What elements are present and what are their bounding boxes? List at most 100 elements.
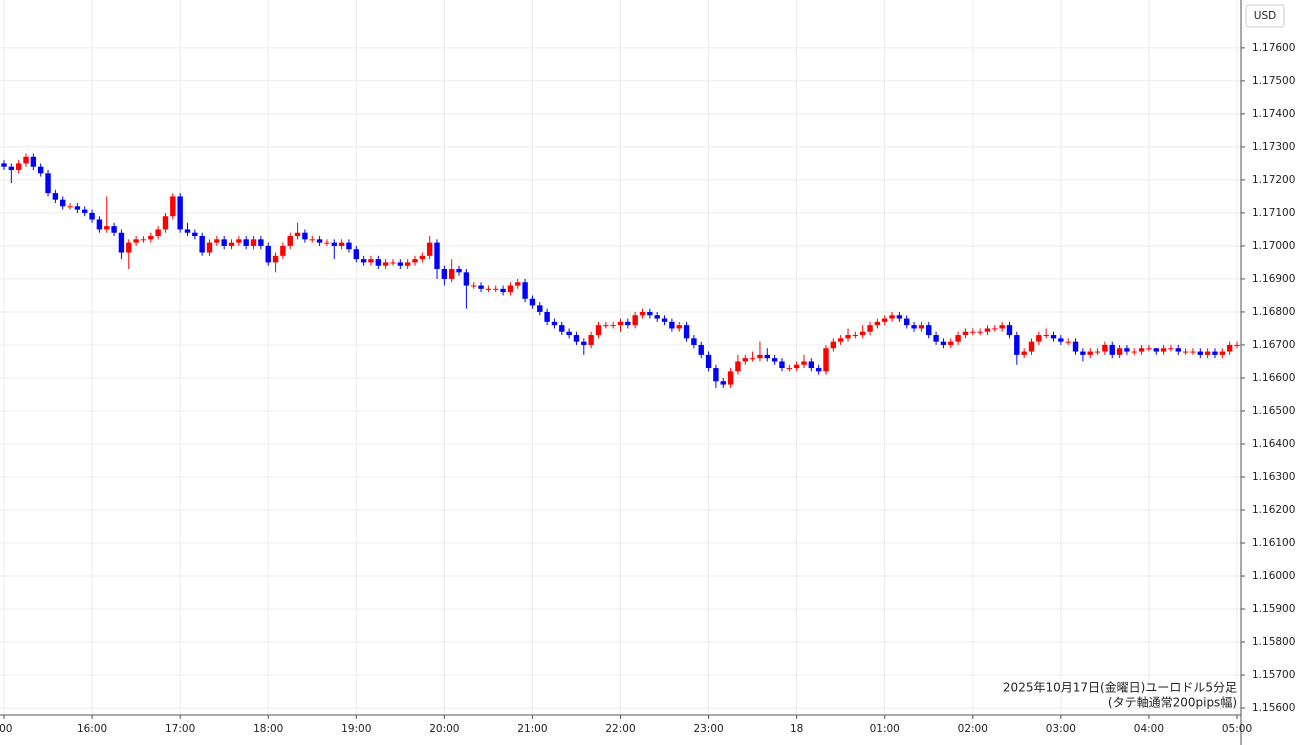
x-tick-label: 20:00 [429, 723, 459, 735]
y-tick-label: 1.16100 [1252, 537, 1295, 549]
candle-body [1036, 335, 1042, 342]
candle-body [140, 239, 147, 241]
candle-body [603, 325, 609, 327]
candle-body [1204, 351, 1211, 355]
currency-box [1245, 4, 1285, 28]
candle-body [837, 338, 844, 342]
candle-body [793, 364, 800, 369]
grid [0, 0, 1241, 715]
candle-body [309, 239, 315, 241]
candle-body [382, 262, 389, 266]
candle-body [683, 325, 690, 339]
candle-body [544, 311, 550, 322]
candle-body [177, 196, 183, 230]
candle-body [1080, 351, 1086, 355]
candle-body [661, 318, 668, 322]
candle-body [265, 245, 271, 263]
candle-body [984, 328, 991, 332]
candle-body [96, 219, 103, 230]
candle-body [441, 269, 448, 279]
candle-body [1065, 341, 1071, 343]
candle-body [830, 341, 837, 349]
candle-body [214, 239, 220, 243]
y-tick-label: 1.15600 [1252, 702, 1295, 714]
candle-body [705, 354, 712, 369]
candle-body [926, 325, 932, 336]
y-tick-label: 1.17000 [1252, 240, 1295, 252]
candle-body [1175, 348, 1181, 352]
candle-body [1226, 344, 1233, 352]
candle-body [845, 335, 851, 339]
annotation: 2025年10月17日(金曜日)ユーロドル5分足 [1003, 680, 1237, 695]
x-tick-label: 16:00 [77, 723, 107, 735]
candles [1, 153, 1240, 388]
candle-body [434, 242, 440, 270]
candle-body [397, 262, 404, 266]
candle-body [324, 242, 330, 244]
candle-body [448, 269, 455, 279]
y-tick-label: 1.16300 [1252, 471, 1295, 483]
candle-body [992, 328, 998, 330]
candle-body [559, 325, 565, 332]
candle-body [595, 325, 602, 336]
candle-body [529, 298, 536, 306]
candle-body [250, 239, 257, 246]
y-tick-label: 1.17500 [1252, 75, 1295, 87]
y-tick-label: 1.16500 [1252, 405, 1295, 417]
y-tick-label: 1.16000 [1252, 570, 1295, 582]
y-tick-label: 1.16600 [1252, 372, 1295, 384]
candle-body [82, 209, 88, 213]
candle-body [779, 361, 785, 369]
candle-body [258, 239, 264, 246]
candle-body [272, 255, 279, 263]
candle-body [522, 282, 528, 299]
candle-body [771, 358, 778, 362]
candle-body [581, 341, 587, 345]
candle-body [911, 325, 917, 329]
candle-body [104, 226, 110, 230]
y-tick-label: 1.16200 [1252, 504, 1295, 516]
candle-body [859, 331, 866, 336]
candle-body [1087, 351, 1093, 355]
candle-body [1160, 348, 1167, 352]
x-tick-label: 02:00 [958, 723, 988, 735]
candle-body [882, 318, 888, 322]
candle-body [617, 321, 624, 326]
candle-body [801, 361, 807, 365]
candle-body [463, 272, 470, 286]
candle-body [537, 305, 543, 312]
candle-body [1, 163, 7, 167]
x-tick-label: 05:00 [1222, 723, 1252, 735]
candle-body [735, 361, 741, 372]
x-tick-label: 18 [790, 723, 803, 735]
candle-body [948, 341, 954, 345]
x-tick-label: 18:00 [253, 723, 283, 735]
candle-body [155, 229, 161, 237]
candle-body [566, 331, 572, 336]
candle-body [823, 348, 829, 372]
candle-body [1094, 351, 1101, 353]
candle-body [426, 242, 433, 256]
candle-body [639, 311, 646, 316]
candle-body [507, 285, 514, 293]
y-tick-label: 1.16700 [1252, 339, 1295, 351]
currency-label: USD [1254, 10, 1276, 22]
x-tick-label: 19:00 [341, 723, 371, 735]
candle-body [1219, 351, 1226, 355]
candle-body [1197, 351, 1204, 355]
candle-body [133, 239, 139, 243]
y-tick-label: 1.17100 [1252, 207, 1295, 219]
candle-body [1043, 335, 1049, 337]
candle-body [918, 325, 925, 329]
candle-body [1050, 335, 1057, 339]
candle-body [1234, 344, 1240, 346]
candle-body [691, 338, 697, 345]
candle-body [1168, 348, 1174, 350]
y-tick-label: 1.16400 [1252, 438, 1295, 450]
candle-body [1102, 344, 1108, 352]
candle-body [727, 371, 734, 385]
candle-body [940, 341, 947, 345]
candle-body [632, 315, 638, 326]
candle-body [515, 282, 521, 286]
